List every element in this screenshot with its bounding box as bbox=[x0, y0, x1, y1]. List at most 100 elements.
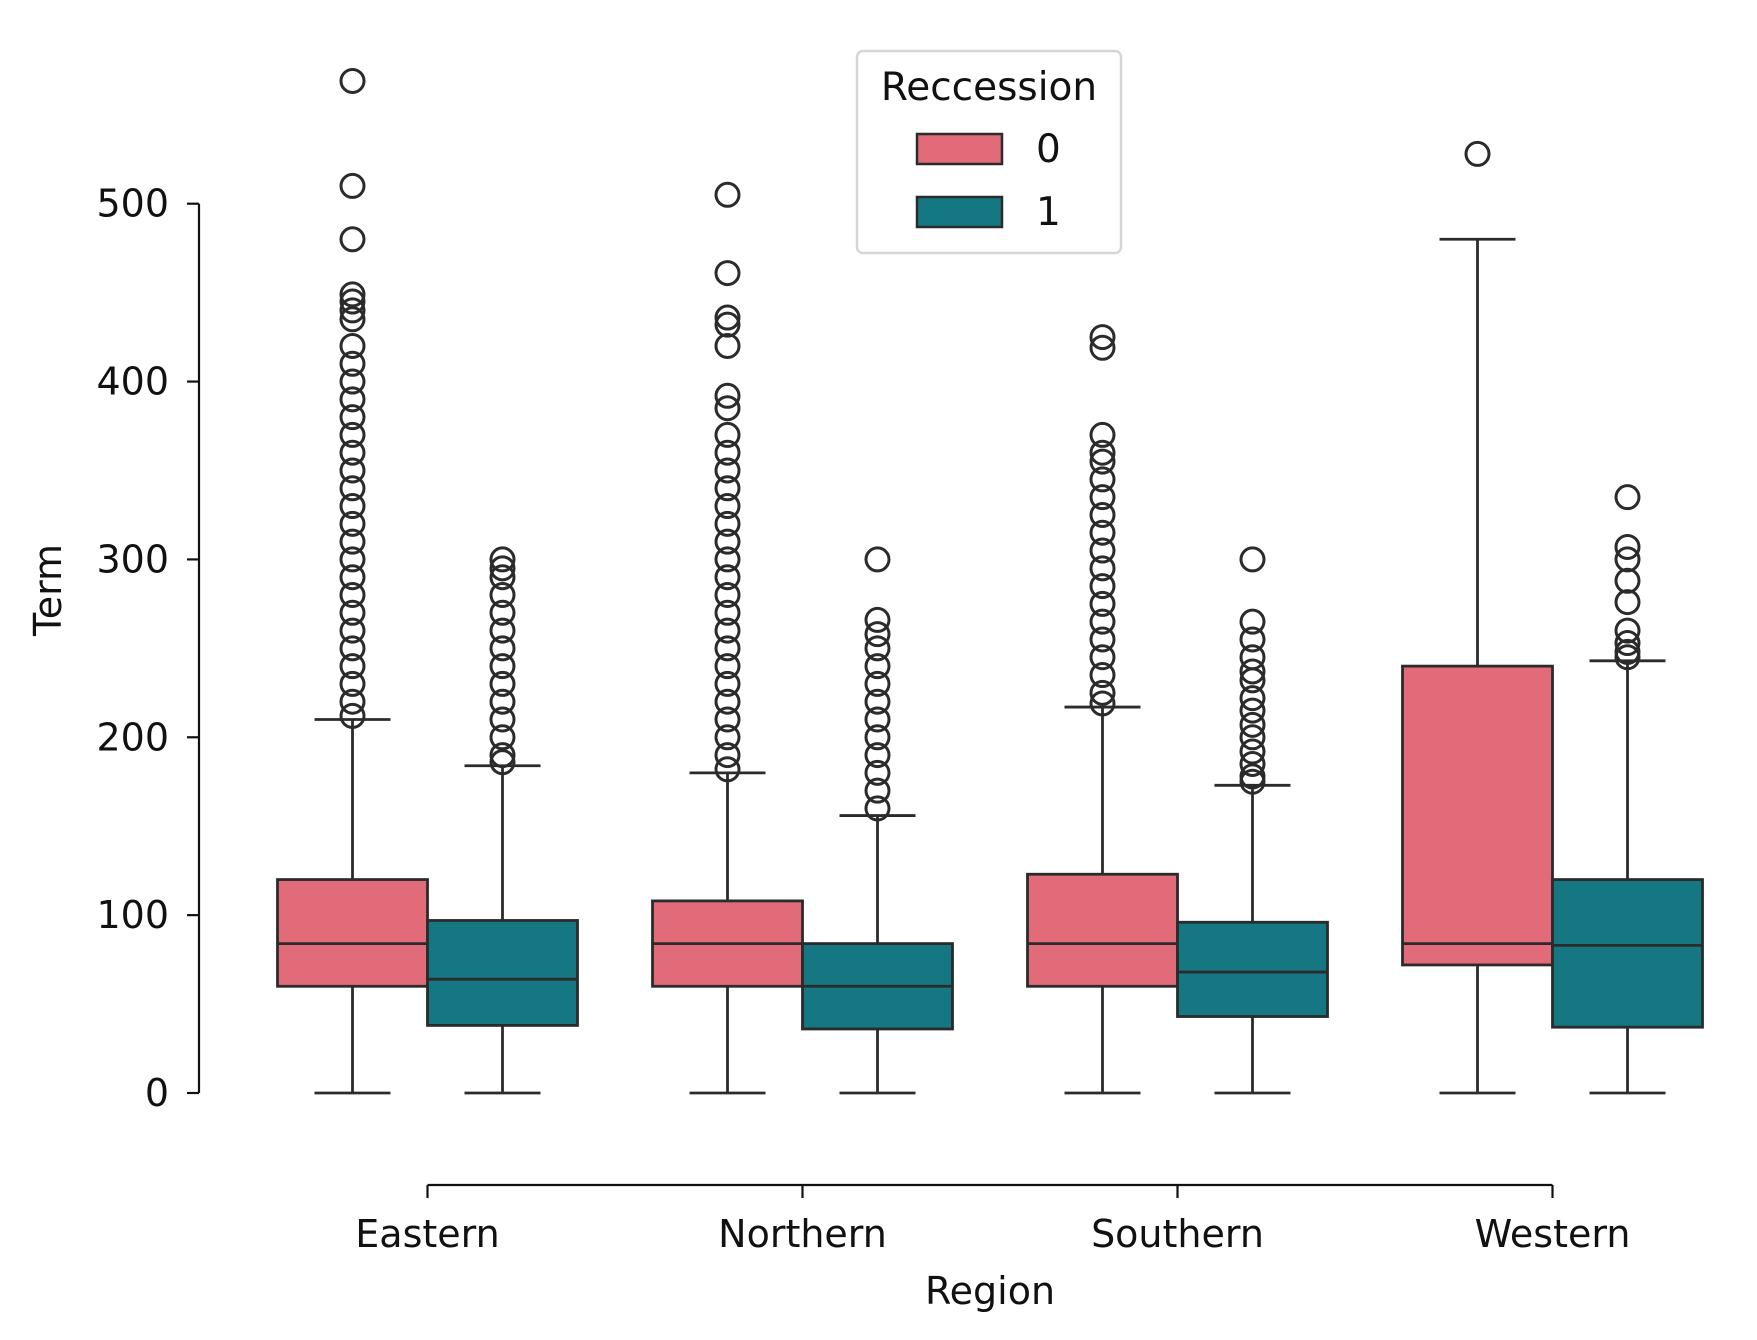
y-tick-label: 0 bbox=[145, 1071, 169, 1115]
outlier-point bbox=[864, 795, 891, 822]
y-tick-label: 500 bbox=[96, 182, 169, 226]
x-tick-label-western: Western bbox=[1475, 1212, 1631, 1256]
outlier-point bbox=[489, 546, 516, 573]
outlier-point bbox=[489, 617, 516, 644]
outlier-point bbox=[1089, 555, 1116, 582]
box-northern-1 bbox=[801, 546, 954, 1095]
box-western-1 bbox=[1551, 484, 1704, 1095]
outlier-point bbox=[339, 332, 366, 359]
outlier-point bbox=[1239, 711, 1266, 738]
y-tick-label: 400 bbox=[96, 360, 169, 404]
outlier-point bbox=[339, 493, 366, 520]
outlier-point bbox=[489, 581, 516, 608]
y-tick-label: 300 bbox=[96, 537, 169, 581]
outlier-point bbox=[714, 260, 741, 287]
outlier-point bbox=[1614, 484, 1641, 511]
legend-title: Reccession bbox=[881, 65, 1097, 110]
y-tick-label: 200 bbox=[96, 715, 169, 759]
outlier-point bbox=[1089, 626, 1116, 653]
box-body bbox=[1401, 664, 1554, 967]
box-southern-1 bbox=[1176, 546, 1329, 1095]
outlier-point bbox=[714, 382, 741, 409]
box-southern-0 bbox=[1026, 324, 1179, 1095]
outlier-point bbox=[1239, 546, 1266, 573]
outlier-point bbox=[864, 635, 891, 662]
outlier-point bbox=[714, 475, 741, 502]
box-body bbox=[1176, 920, 1329, 1018]
outlier-point bbox=[489, 653, 516, 680]
outlier-point bbox=[489, 706, 516, 733]
outlier-point bbox=[1614, 533, 1641, 560]
outlier-point bbox=[339, 457, 366, 484]
outlier-point bbox=[714, 332, 741, 359]
box-northern-0 bbox=[651, 181, 804, 1095]
box-western-0 bbox=[1401, 140, 1554, 1095]
outlier-point bbox=[714, 564, 741, 591]
series-0 bbox=[276, 67, 1554, 1095]
outlier-point bbox=[1464, 140, 1491, 167]
outlier-point bbox=[339, 288, 366, 315]
outlier-point bbox=[1089, 501, 1116, 528]
outlier-point bbox=[1089, 644, 1116, 671]
outlier-point bbox=[339, 564, 366, 591]
box-body bbox=[426, 919, 579, 1027]
legend-swatch-1 bbox=[915, 195, 1004, 229]
outlier-point bbox=[1614, 644, 1641, 671]
outlier-point bbox=[864, 670, 891, 697]
outlier-point bbox=[714, 510, 741, 537]
outlier-point bbox=[489, 635, 516, 662]
series-1 bbox=[426, 484, 1704, 1095]
outlier-point bbox=[339, 528, 366, 555]
outlier-point bbox=[1089, 466, 1116, 493]
outlier-point bbox=[339, 67, 366, 94]
box-eastern-0 bbox=[276, 67, 429, 1095]
outlier-point bbox=[1089, 519, 1116, 546]
outlier-point bbox=[1239, 667, 1266, 694]
outlier-point bbox=[339, 172, 366, 199]
outlier-point bbox=[489, 555, 516, 582]
outlier-point bbox=[339, 688, 366, 715]
outlier-point bbox=[339, 306, 366, 333]
outlier-point bbox=[714, 635, 741, 662]
legend-label-0: 0 bbox=[1036, 127, 1061, 172]
box-body bbox=[276, 878, 429, 988]
outlier-point bbox=[1089, 537, 1116, 564]
outlier-point bbox=[714, 581, 741, 608]
outlier-point bbox=[1089, 439, 1116, 466]
outlier-point bbox=[1089, 484, 1116, 511]
outlier-point bbox=[714, 599, 741, 626]
outlier-point bbox=[339, 617, 366, 644]
outlier-point bbox=[339, 581, 366, 608]
outlier-point bbox=[714, 528, 741, 555]
outlier-point bbox=[339, 297, 366, 324]
outlier-point bbox=[489, 724, 516, 751]
outlier-point bbox=[714, 304, 741, 331]
outlier-point bbox=[714, 457, 741, 484]
outlier-point bbox=[1614, 630, 1641, 657]
outlier-point bbox=[1239, 697, 1266, 724]
box-eastern-1 bbox=[426, 546, 579, 1095]
legend: Reccession 0 1 bbox=[855, 49, 1123, 255]
outlier-point bbox=[339, 368, 366, 395]
y-tick-label: 100 bbox=[96, 893, 169, 937]
outlier-point bbox=[714, 493, 741, 520]
outlier-point bbox=[714, 706, 741, 733]
outlier-point bbox=[339, 421, 366, 448]
outlier-point bbox=[864, 742, 891, 769]
outlier-point bbox=[1614, 567, 1641, 594]
outlier-point bbox=[714, 756, 741, 783]
outlier-point bbox=[1614, 589, 1641, 616]
outlier-point bbox=[489, 564, 516, 591]
outlier-point bbox=[1089, 608, 1116, 635]
outlier-point bbox=[1614, 617, 1641, 644]
outlier-point bbox=[1239, 750, 1266, 777]
outlier-point bbox=[1239, 738, 1266, 765]
y-axis: 0 100 200 300 400 500 bbox=[96, 182, 201, 1115]
outlier-point bbox=[1089, 448, 1116, 475]
outlier-point bbox=[714, 395, 741, 422]
outlier-point bbox=[1089, 334, 1116, 361]
outlier-point bbox=[1239, 608, 1266, 635]
outlier-point bbox=[339, 439, 366, 466]
outlier-point bbox=[1089, 679, 1116, 706]
